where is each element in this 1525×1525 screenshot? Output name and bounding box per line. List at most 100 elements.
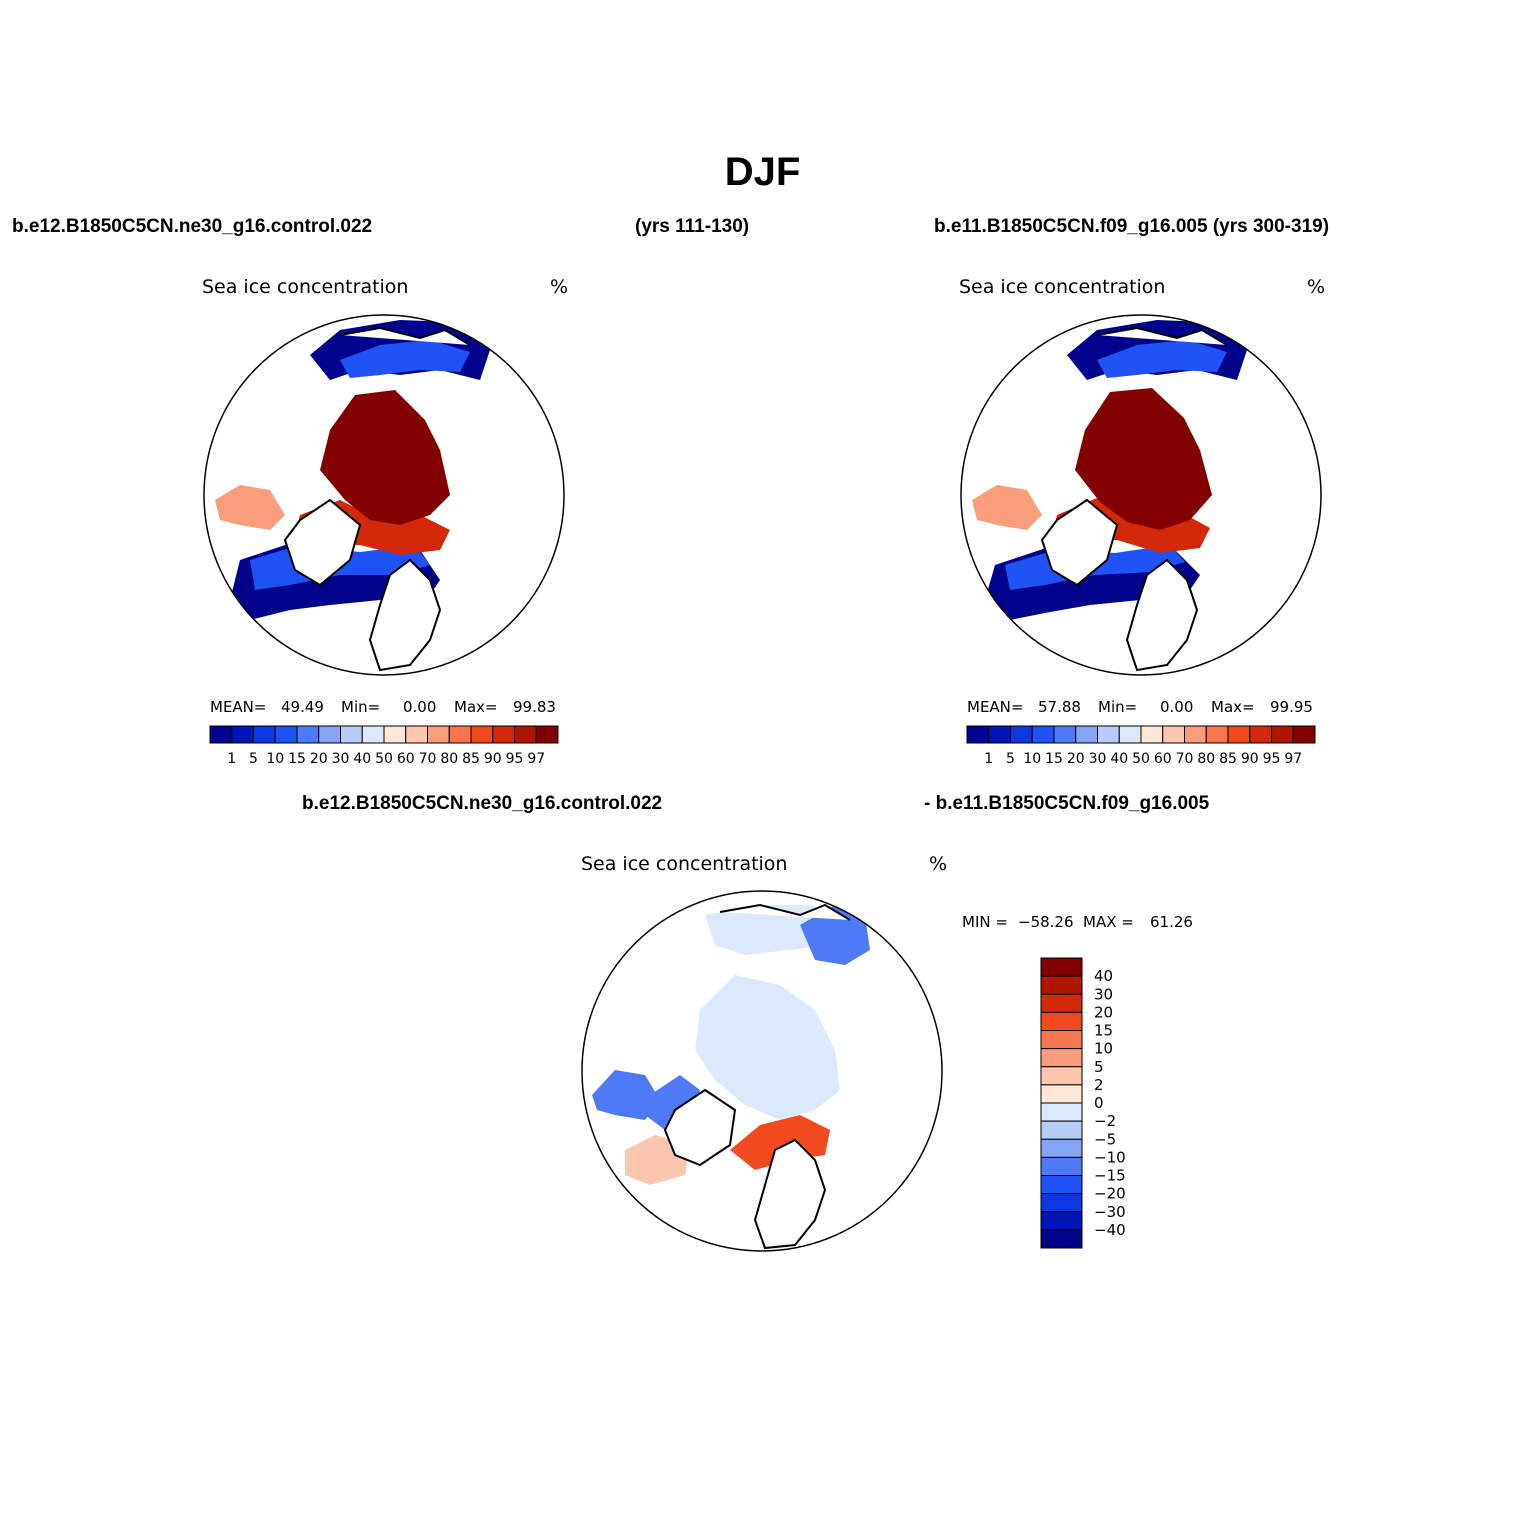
panel2-colorbar-swatch: [1031, 725, 1055, 744]
panel1-colorbar-tick-label: 60: [397, 751, 415, 767]
panel2-colorbar-swatch: [1271, 725, 1294, 744]
panel1-colorbar-swatch: [427, 725, 450, 744]
panel2-colorbar-swatch: [1205, 725, 1229, 744]
panel1-colorbar-swatch: [405, 725, 428, 744]
panel1-colorbar-swatch: [492, 725, 515, 744]
diff-max-label: MAX =: [1083, 913, 1134, 931]
diff-colorbar-swatch: [1040, 957, 1083, 977]
diff-colorbar-swatch: [1040, 1084, 1083, 1104]
diff-max-value: 61.26: [1150, 913, 1193, 931]
panel2-colorbar-tick-label: 80: [1197, 751, 1215, 767]
diff-colorbar-tick-label: 15: [1094, 1022, 1113, 1040]
diff-colorbar-tick-label: 10: [1094, 1040, 1113, 1058]
panel1-colorbar-tick-label: 30: [332, 751, 350, 767]
panel2-min-label: Min=: [1098, 698, 1138, 716]
diff-colorbar-swatch: [1040, 1229, 1083, 1249]
panel2-coastline-greenland: [1040, 498, 1119, 587]
diff-hudson-bay-decrease: [592, 1070, 660, 1120]
diff-map: [582, 891, 942, 1251]
diff-bering-decrease: [800, 905, 870, 965]
panel2-coastline-eurasia: [1125, 558, 1199, 672]
panel1-colorbar-swatch: [514, 725, 537, 744]
panel2-colorbar-swatch: [1053, 725, 1077, 744]
diff-colorbar-tick-label: −10: [1094, 1148, 1126, 1166]
panel2-colorbar-swatch: [988, 725, 1011, 744]
panel1-colorbar-tick-label: 85: [462, 751, 480, 767]
panel1-max-label: Max=: [454, 698, 498, 716]
panel1-colorbar-swatch: [361, 725, 385, 744]
diff-colorbar-swatch: [1040, 1102, 1083, 1122]
diff-map-boundary: [581, 890, 943, 1252]
panel2-max-value: 99.95: [1270, 698, 1313, 716]
diff-colorbar-swatch: [1040, 1138, 1083, 1158]
panel2-colorbar-tick-label: 10: [1023, 751, 1041, 767]
diff-colorbar-swatch: [1040, 1048, 1083, 1068]
panel2-colorbar-swatch: [1010, 725, 1033, 744]
diff-colorbar-tick-label: −30: [1094, 1203, 1126, 1221]
diff-colorbar-swatch: [1040, 1193, 1083, 1213]
diff-coastline-greenland: [663, 1088, 737, 1167]
panel1-mean-value: 49.49: [281, 698, 324, 716]
diff-colorbar-tick-label: −15: [1094, 1167, 1126, 1185]
diff-colorbar-tick-label: 5: [1094, 1058, 1104, 1076]
panel2-colorbar-swatch: [1249, 725, 1272, 744]
panel1-colorbar-swatch: [340, 725, 363, 744]
panel2-central-arctic-ice: [1075, 388, 1212, 530]
diff-colorbar-swatch: [1040, 1011, 1083, 1031]
panel2-colorbar-swatch: [1075, 725, 1098, 744]
panel1-colorbar-tick-label: 70: [419, 751, 437, 767]
panel2-colorbar-tick-label: 90: [1241, 751, 1259, 767]
panel1-mean-label: MEAN=: [210, 698, 267, 716]
panel1-colorbar-swatch: [296, 725, 320, 744]
diff-units: %: [929, 853, 948, 875]
diff-coastline-alaska: [719, 903, 851, 921]
diff-colorbar-tick-label: −40: [1094, 1221, 1126, 1239]
panel1-coastline-eurasia: [368, 558, 442, 672]
panel1-colorbar-tick-label: 40: [353, 751, 371, 767]
header-left-case: b.e12.B1850C5CN.ne30_g16.control.022: [12, 216, 373, 237]
panel1-colorbar-tick-label: 80: [440, 751, 458, 767]
diff-colorbar-swatch: [1040, 1120, 1083, 1140]
panel1-colorbar-swatch: [209, 725, 233, 744]
panel1-colorbar-swatch: [448, 725, 472, 744]
diff-colorbar-swatch: [1040, 1030, 1083, 1050]
panel2-colorbar-swatch: [1227, 725, 1251, 744]
panel2-colorbar-swatch: [1097, 725, 1120, 744]
panel1-colorbar-tick-label: 15: [288, 751, 306, 767]
panel2-colorbar-tick-label: 85: [1219, 751, 1237, 767]
diff-colorbar-tick-label: 40: [1094, 967, 1113, 985]
diff-min-value: −58.26: [1018, 913, 1074, 931]
panel2-hudson-bay-ice: [972, 485, 1042, 530]
panel1-variable: Sea ice concentration: [202, 276, 409, 298]
panel1-map: [204, 315, 564, 675]
header-left-years: (yrs 111-130): [635, 216, 750, 237]
panel2-max-label: Max=: [1211, 698, 1255, 716]
panel1-coastline-alaska: [339, 326, 471, 346]
panel1-colorbar-tick-label: 97: [527, 751, 545, 767]
diff-colorbar-tick-label: 0: [1094, 1094, 1104, 1112]
panel1-colorbar-swatch: [318, 725, 341, 744]
panel2-colorbar-swatch: [966, 725, 990, 744]
panel1-central-arctic-ice: [320, 390, 450, 525]
diff-coastline-eurasia: [753, 1138, 827, 1250]
panel2-colorbar-swatch: [1118, 725, 1142, 744]
diff-colorbar-tick-label: −20: [1094, 1185, 1126, 1203]
panel2-colorbar-tick-label: 97: [1284, 751, 1302, 767]
panel2-colorbar-tick-label: 15: [1045, 751, 1063, 767]
panel2-min-value: 0.00: [1160, 698, 1194, 716]
figure-title: DJF: [724, 150, 801, 194]
panel2-colorbar-swatch: [1292, 725, 1316, 744]
panel2-colorbar: 1 5 10 15 20 30 40 50 60 70 80 85 90 95 97: [966, 725, 1316, 767]
panel2-colorbar-swatch: [1140, 725, 1164, 744]
panel2-mean-value: 57.88: [1038, 698, 1081, 716]
panel2-colorbar-tick-label: 40: [1110, 751, 1128, 767]
panel1-units: %: [550, 276, 569, 298]
panel1-map-boundary: [203, 314, 565, 676]
diff-colorbar-swatch: [1040, 1066, 1083, 1086]
diff-colorbar-swatch: [1040, 993, 1083, 1013]
panel2-colorbar-tick-label: 20: [1067, 751, 1085, 767]
panel2-colorbar-tick-label: 30: [1089, 751, 1107, 767]
panel2-variable: Sea ice concentration: [959, 276, 1166, 298]
panel1-colorbar-tick-label: 50: [375, 751, 393, 767]
